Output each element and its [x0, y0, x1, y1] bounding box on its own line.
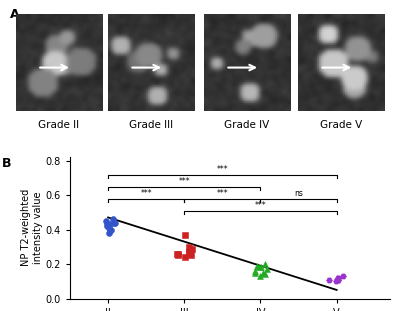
Point: [174, 251, 180, 256]
Point: [107, 222, 114, 227]
Point: [257, 274, 263, 279]
Point: [182, 232, 188, 237]
Point: [104, 222, 110, 227]
Point: [188, 253, 194, 258]
Point: [187, 248, 193, 253]
Point: [334, 277, 341, 282]
Point: [106, 230, 112, 235]
Point: [335, 275, 342, 280]
Text: A: A: [10, 7, 20, 21]
Point: [109, 217, 116, 222]
Y-axis label: NP T2-weighted
intensity value: NP T2-weighted intensity value: [21, 189, 43, 267]
Point: [175, 251, 181, 256]
Text: B: B: [2, 157, 12, 170]
Text: ***: ***: [216, 189, 228, 198]
Point: [108, 227, 114, 232]
Point: [186, 244, 192, 249]
Text: ***: ***: [255, 202, 266, 210]
Point: [188, 246, 195, 251]
Point: [326, 277, 332, 282]
Point: [252, 270, 258, 275]
Point: [104, 224, 110, 229]
Text: ***: ***: [178, 177, 190, 186]
Point: [252, 268, 258, 273]
Point: [260, 270, 266, 275]
Point: [106, 225, 112, 230]
Point: [256, 265, 262, 270]
Point: [254, 263, 260, 268]
Point: [174, 253, 181, 258]
Point: [185, 249, 192, 254]
Point: [186, 249, 192, 254]
Point: [258, 265, 264, 270]
Text: Grade II: Grade II: [38, 120, 80, 130]
Point: [103, 218, 110, 223]
Text: Grade IV: Grade IV: [224, 120, 270, 130]
Text: ***: ***: [216, 165, 228, 174]
Point: [335, 275, 342, 280]
Text: Grade III: Grade III: [129, 120, 173, 130]
Point: [264, 267, 270, 272]
Point: [111, 220, 117, 225]
Text: ns: ns: [294, 189, 303, 198]
Text: Grade V: Grade V: [320, 120, 362, 130]
Text: ***: ***: [140, 189, 152, 198]
Point: [335, 277, 342, 282]
Point: [106, 227, 113, 232]
Point: [262, 262, 268, 267]
Point: [112, 220, 118, 225]
Point: [340, 274, 347, 279]
Point: [333, 279, 339, 284]
Point: [182, 255, 188, 260]
Point: [262, 272, 268, 277]
